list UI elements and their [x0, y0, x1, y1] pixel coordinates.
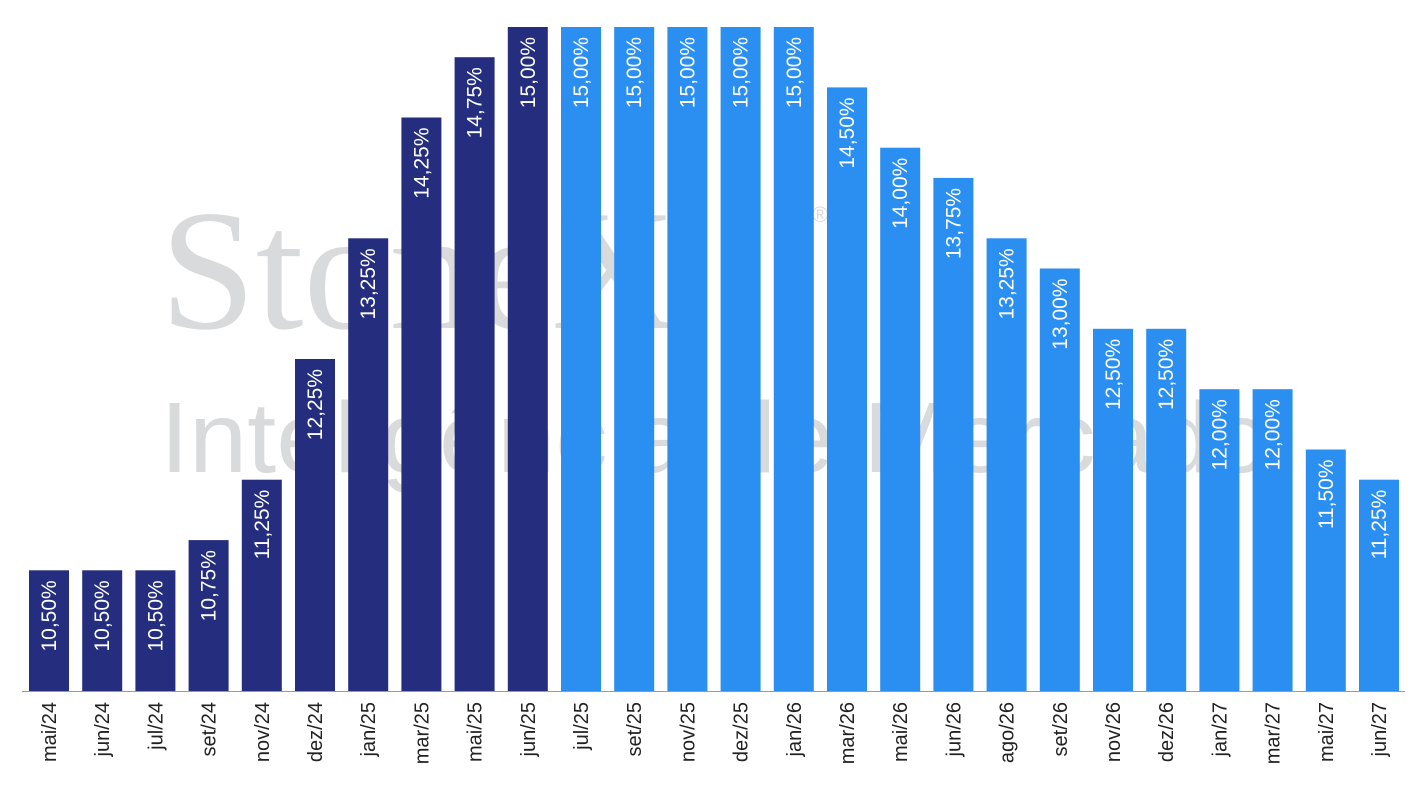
bars-group: [29, 27, 1399, 692]
bar-value-label: 13,25%: [996, 248, 1019, 319]
x-tick-label: dez/25: [731, 702, 753, 762]
x-tick-label: mai/25: [465, 702, 487, 762]
watermark-registered-mark: ®: [812, 202, 828, 227]
x-tick-label: mar/27: [1263, 702, 1285, 764]
bar: [1146, 328, 1187, 691]
bar: [1252, 389, 1293, 691]
bar: [1199, 389, 1240, 691]
bar-value-label: 12,00%: [1208, 399, 1231, 470]
bar-value-label: 13,25%: [357, 248, 380, 319]
bar-value-label: 14,25%: [410, 128, 433, 199]
bar: [827, 87, 867, 691]
bar-value-label: 13,75%: [942, 188, 965, 259]
bar-value-label: 10,50%: [144, 580, 167, 651]
bar-value-label: 15,00%: [623, 37, 646, 108]
x-tick-label: set/24: [199, 702, 221, 756]
bar: [135, 570, 176, 691]
bar: [1305, 449, 1346, 691]
x-tick-label: dez/26: [1156, 702, 1178, 762]
bar: [614, 27, 655, 691]
bar: [507, 27, 548, 691]
bar-value-label: 13,00%: [1049, 279, 1072, 350]
bar-value-label: 10,50%: [91, 580, 114, 651]
bar-value-label: 12,00%: [1262, 399, 1285, 470]
x-tick-label: nov/24: [252, 702, 274, 762]
x-tick-label: jun/26: [943, 702, 965, 758]
bar: [295, 359, 335, 691]
bar-value-label: 15,00%: [783, 37, 806, 108]
bar: [773, 27, 814, 691]
x-tick-label: mai/27: [1316, 702, 1338, 762]
x-tick-label: jul/24: [145, 702, 167, 751]
bar: [720, 27, 761, 691]
x-tick-label: dez/24: [305, 702, 327, 762]
bar: [29, 570, 69, 691]
x-tick-label: mai/24: [39, 702, 61, 762]
x-tick-label: ago/26: [997, 702, 1019, 763]
bar-value-label: 12,50%: [1102, 339, 1125, 410]
bar-value-label: 15,00%: [517, 37, 540, 108]
bar: [1039, 268, 1080, 691]
x-tick-label: mar/25: [411, 702, 433, 764]
bar: [561, 27, 601, 691]
x-tick-label: jun/24: [92, 702, 114, 758]
x-tick-label: mai/26: [890, 702, 912, 762]
bar: [880, 147, 921, 691]
bar: [82, 570, 123, 691]
x-tick-label: jan/26: [784, 702, 806, 758]
bar-value-label: 15,00%: [570, 37, 593, 108]
bar: [986, 238, 1027, 692]
x-tick-label: set/26: [1050, 702, 1072, 756]
bar: [188, 540, 229, 691]
bar-value-label: 14,75%: [464, 67, 487, 138]
x-tick-label: set/25: [624, 702, 646, 756]
bar: [933, 177, 974, 691]
x-tick-label: jul/25: [571, 702, 593, 751]
bar-value-label: 11,25%: [1368, 490, 1391, 560]
bar: [348, 238, 389, 692]
bar-value-label: 11,50%: [1315, 460, 1338, 530]
bar: [454, 57, 495, 691]
bar: [1359, 479, 1399, 691]
bar-value-label: 11,25%: [251, 490, 274, 560]
bar-value-label: 12,50%: [1155, 339, 1178, 410]
bar-value-label: 15,00%: [730, 37, 753, 108]
x-tick-label: mar/26: [837, 702, 859, 764]
x-tick-label: nov/25: [677, 702, 699, 762]
bar: [667, 27, 708, 691]
x-tick-label: jan/27: [1209, 702, 1231, 758]
bar: [241, 479, 282, 691]
x-tick-label: jun/25: [518, 702, 540, 758]
bar-value-label: 10,75%: [198, 550, 221, 621]
bar: [1093, 328, 1133, 691]
value-labels-group: 10,50% 10,50% 10,50% 10,75% 11,25% 12,25% 13,2…: [38, 37, 1391, 652]
x-tick-label: jun/27: [1369, 702, 1391, 758]
bar-value-label: 10,50%: [38, 580, 61, 651]
bar: [401, 117, 442, 691]
x-tick-label: jan/25: [358, 702, 380, 758]
bar-value-label: 14,00%: [889, 158, 912, 229]
bar-value-label: 12,25%: [304, 369, 327, 440]
watermark-subtitle: Inteligência de Mercado: [160, 382, 1270, 494]
bar-value-label: 15,00%: [676, 37, 699, 108]
x-axis-labels: mai/24 jun/24 jul/24 set/24 nov/24 dez/24 jan/…: [39, 702, 1391, 764]
x-tick-label: nov/26: [1103, 702, 1125, 762]
bar-value-label: 14,50%: [836, 97, 859, 168]
